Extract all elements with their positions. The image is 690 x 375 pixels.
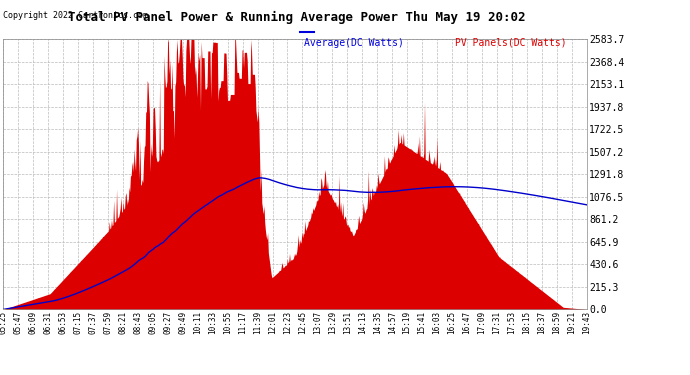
Text: PV Panels(DC Watts): PV Panels(DC Watts) xyxy=(455,38,567,48)
Text: Average(DC Watts): Average(DC Watts) xyxy=(304,38,404,48)
Text: Copyright 2022 Cartronics.com: Copyright 2022 Cartronics.com xyxy=(3,11,148,20)
Text: Total PV Panel Power & Running Average Power Thu May 19 20:02: Total PV Panel Power & Running Average P… xyxy=(68,11,526,24)
